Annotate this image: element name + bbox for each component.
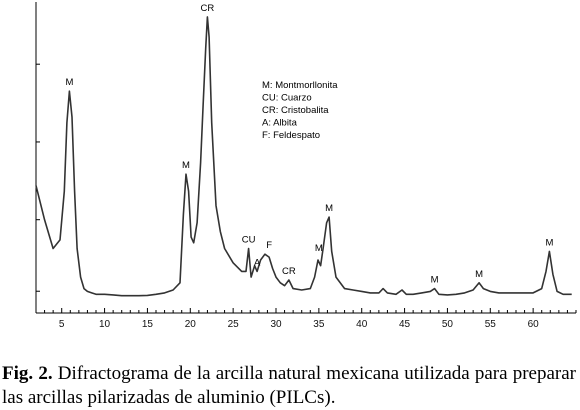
xrd-chart: 5 10 15 20 25 30 35 40 45 50 55 60 M CR M CU AF CR M M M MM … xyxy=(35,2,577,330)
x-tick-label: 40 xyxy=(356,319,368,330)
x-tick-label: 55 xyxy=(485,319,497,330)
x-tick-label: 20 xyxy=(185,319,197,330)
caption-label: Fig. 2. xyxy=(2,363,53,384)
x-tick-label: 25 xyxy=(228,319,240,330)
axes xyxy=(35,2,576,314)
peak-label: CR xyxy=(282,266,296,277)
x-tick-label: 60 xyxy=(528,319,540,330)
figure-caption: Fig. 2. Difractograma de la arcilla natu… xyxy=(2,362,576,410)
x-ticks: 5 10 15 20 25 30 35 40 45 50 55 60 xyxy=(35,308,577,330)
x-tick-label: 35 xyxy=(313,319,325,330)
caption-text: Difractograma de la arcilla natural mexi… xyxy=(2,363,577,408)
peak-label: M xyxy=(315,243,323,254)
peak-label: CU xyxy=(242,235,256,246)
x-tick-label: 30 xyxy=(270,319,282,330)
peak-label: M xyxy=(475,269,483,280)
legend-entry: CR: Cristobalita xyxy=(262,105,329,116)
legend-entry: A: Albita xyxy=(262,118,298,129)
x-tick-label: 5 xyxy=(59,319,65,330)
peak-label: M xyxy=(431,275,439,286)
x-tick-label: 15 xyxy=(142,319,154,330)
diffractogram-line xyxy=(35,16,572,297)
legend-entry: M: Montmorllonita xyxy=(262,80,338,91)
legend-entry: F: Feldespato xyxy=(262,130,320,141)
peak-label: CR xyxy=(201,3,215,14)
peak-label: F xyxy=(266,240,272,251)
peak-label: M xyxy=(325,203,333,214)
legend-entry: CU: Cuarzo xyxy=(262,93,312,104)
peak-label: M xyxy=(65,77,73,88)
series-layer xyxy=(35,16,572,297)
peak-label: M xyxy=(545,237,553,248)
peak-labels: M CR M CU AF CR M M M M M xyxy=(65,3,553,286)
x-tick-label: 50 xyxy=(442,319,454,330)
peak-label: M xyxy=(182,160,190,171)
peak-label: A xyxy=(254,257,261,268)
x-tick-label: 10 xyxy=(99,319,111,330)
x-tick-label: 45 xyxy=(399,319,411,330)
